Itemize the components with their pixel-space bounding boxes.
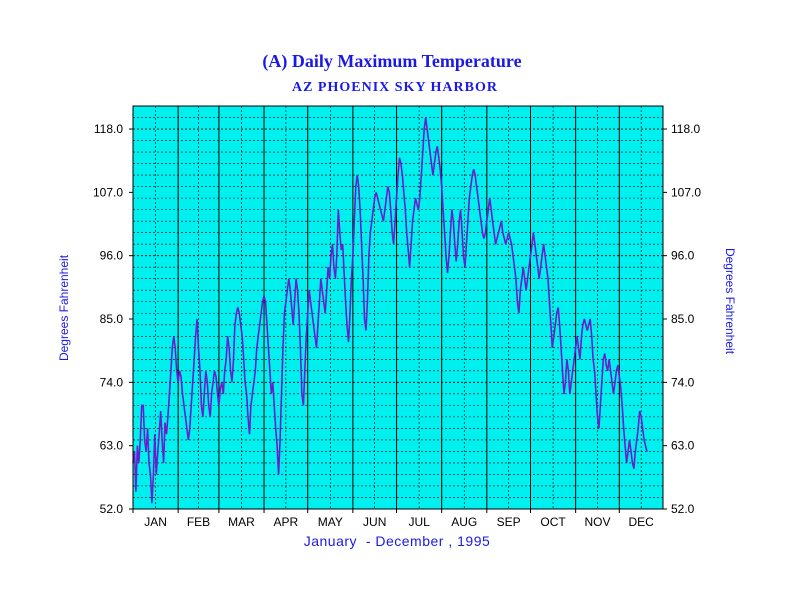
- y-axis-label-left: Degrees Fahrenheit: [57, 254, 71, 361]
- y-axis-label-right: Degrees Fahrenheit: [723, 248, 737, 355]
- x-tick-label: NOV: [584, 515, 610, 529]
- x-axis-label: January - December , 1995: [304, 533, 491, 549]
- x-tick-label: FEB: [187, 515, 210, 529]
- x-tick-label: JUL: [408, 515, 430, 529]
- y-tick-label-right: 63.0: [671, 439, 695, 453]
- y-tick-label-right: 96.0: [671, 249, 695, 263]
- y-tick-label-right: 85.0: [671, 312, 695, 326]
- x-tick-label: APR: [274, 515, 299, 529]
- x-tick-label: OCT: [540, 515, 566, 529]
- x-tick-label: DEC: [628, 515, 654, 529]
- y-tick-label-right: 74.0: [671, 375, 695, 389]
- x-tick-label: JUN: [363, 515, 386, 529]
- y-tick-label-left: 63.0: [100, 439, 124, 453]
- y-tick-label-left: 96.0: [100, 249, 124, 263]
- y-tick-label-left: 74.0: [100, 375, 124, 389]
- x-tick-label: AUG: [451, 515, 477, 529]
- series-line: [132, 117, 648, 504]
- y-tick-label-right: 107.0: [671, 185, 701, 199]
- grid: [133, 106, 663, 509]
- x-tick-label: SEP: [497, 515, 521, 529]
- chart-title: (A) Daily Maximum Temperature: [262, 51, 521, 72]
- x-tick-label: JAN: [144, 515, 167, 529]
- y-tick-label-right: 118.0: [671, 122, 700, 136]
- x-tick-label: MAR: [228, 515, 255, 529]
- y-tick-label-left: 107.0: [93, 185, 123, 199]
- axis-ticks: JAN FEB MAR APR MAY JUN JUL AUG SEP OCT NOV DEC 52.0…: [93, 122, 701, 529]
- x-tick-label: MAY: [318, 515, 343, 529]
- chart-subtitle: AZ PHOENIX SKY HARBOR: [292, 80, 498, 95]
- y-tick-label-left: 118.0: [94, 122, 123, 136]
- y-tick-label-left: 52.0: [100, 502, 124, 516]
- y-tick-label-left: 85.0: [100, 312, 124, 326]
- y-tick-label-right: 52.0: [671, 502, 695, 516]
- plot-frame: [132, 105, 664, 510]
